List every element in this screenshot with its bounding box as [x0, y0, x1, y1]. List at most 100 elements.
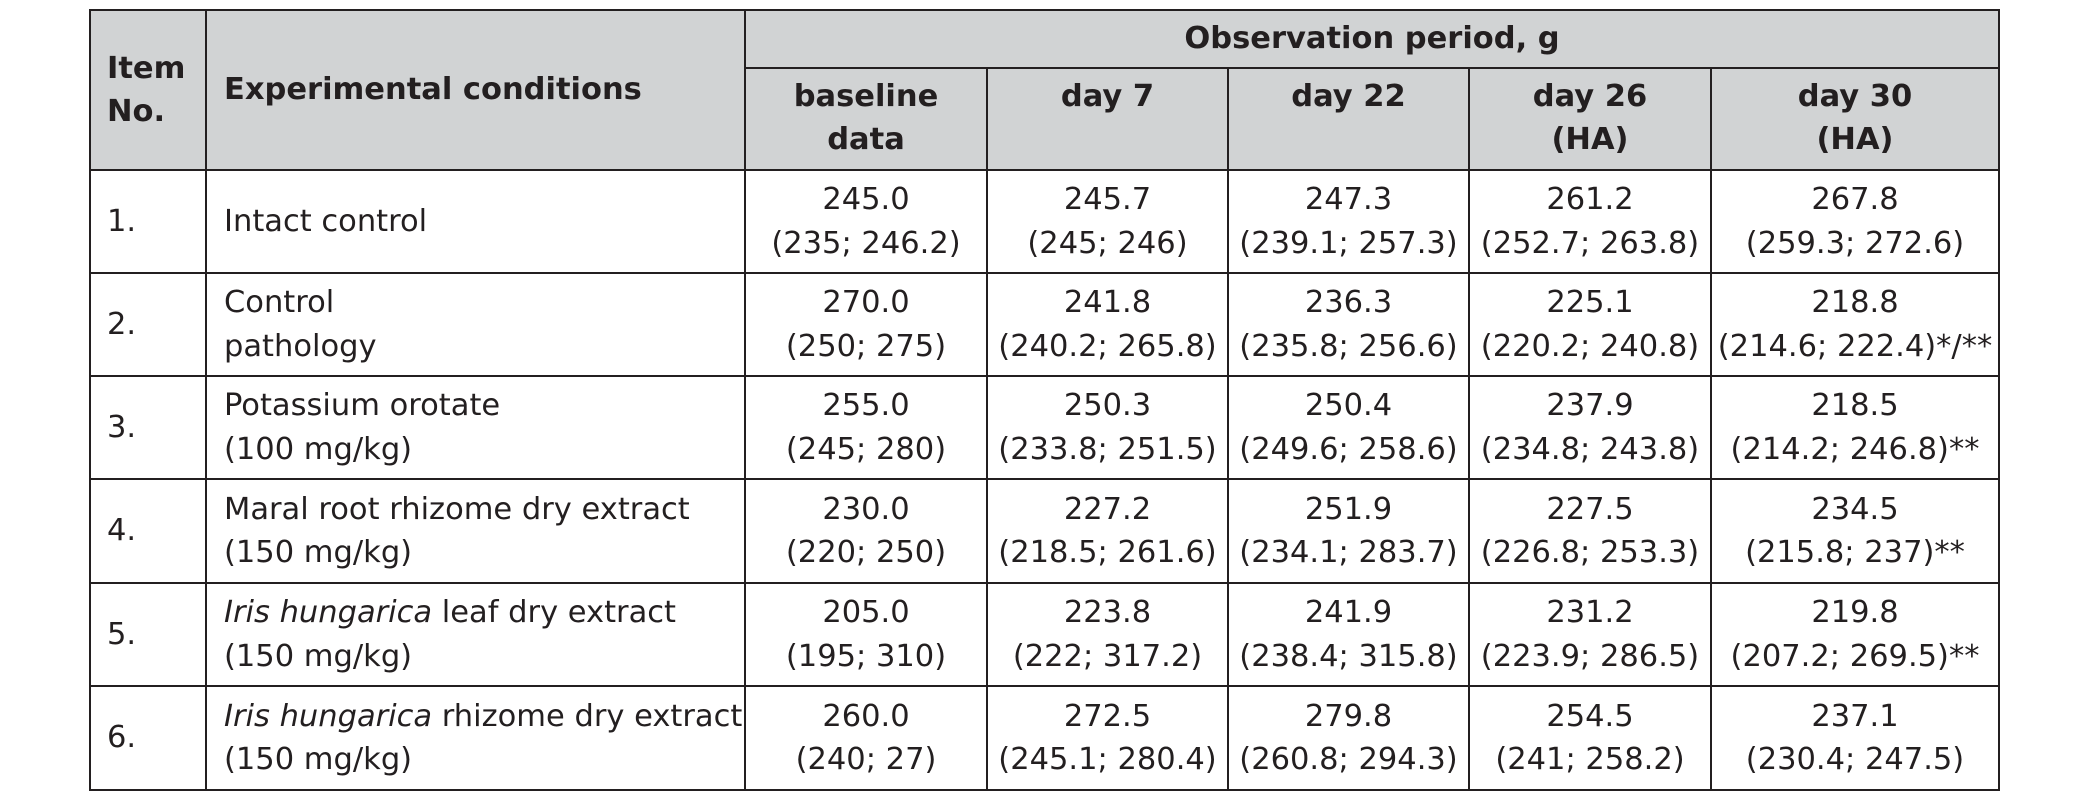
interquartile-range: (240; 27) [795, 742, 937, 777]
interquartile-range: (234.1; 283.7) [1239, 535, 1458, 570]
header-observation-period: Observation period, g [744, 9, 2000, 69]
row-condition-line2: (150 mg/kg) [224, 638, 413, 674]
interquartile-range: (235.8; 256.6) [1239, 328, 1458, 364]
results-table: Item No. Experimental conditions Observa… [89, 9, 2000, 791]
median-value: 218.8 [1811, 285, 1899, 321]
interquartile-range: (222; 317.2) [1012, 638, 1203, 674]
median-value: 241.8 [1063, 285, 1152, 321]
header-item-no-line2: No. [107, 94, 166, 129]
table-row: 5. Iris hungarica leaf dry extract (150 mg… [89, 582, 2000, 687]
median-value: 254.5 [1546, 698, 1634, 734]
interquartile-range: (220; 250) [785, 535, 947, 570]
interquartile-range: (235; 246.2) [771, 225, 961, 261]
median-value: 267.8 [1811, 182, 1899, 218]
header-col-0-line1: baseline [793, 79, 939, 114]
table-header: Item No. Experimental conditions Observa… [89, 9, 2000, 171]
median-value: 261.2 [1546, 182, 1634, 218]
row-condition-line1: Potassium orotate [224, 384, 744, 427]
interquartile-range: (214.2; 246.8)** [1730, 431, 1980, 467]
row-condition-species: Iris hungarica [224, 595, 433, 631]
row-condition: Maral root rhizome dry extract (150 mg/kg… [205, 478, 746, 584]
table-row: 2. Control pathology 270.0 (250; 275) 241.8 (2… [89, 272, 2000, 377]
header-conditions: Experimental conditions [205, 9, 746, 171]
row-condition-line1: Iris hungarica leaf dry extract [224, 591, 744, 634]
row-value-cell: 255.0 (245; 280) [744, 375, 988, 480]
median-value: 219.8 [1811, 595, 1899, 631]
interquartile-range: (214.6; 222.4)*/** [1717, 328, 1993, 364]
interquartile-range: (245; 246) [1027, 225, 1188, 261]
row-value-cell: 218.8 (214.6; 222.4)*/** [1710, 272, 2000, 377]
table-row: 1. Intact control 245.0 (235; 246.2) 245.7 (2… [89, 169, 2000, 274]
header-col-2-line1: day 22 [1291, 79, 1406, 114]
median-value: 237.9 [1546, 388, 1634, 424]
row-value-cell: 227.2 (218.5; 261.6) [986, 478, 1229, 584]
row-value-cell: 237.9 (234.8; 243.8) [1468, 375, 1712, 480]
median-value: 245.7 [1063, 182, 1152, 218]
header-item-no-line1: Item [107, 50, 186, 86]
interquartile-range: (230.4; 247.5) [1745, 742, 1965, 777]
table-row: 6. Iris hungarica rhizome dry extract (150… [89, 685, 2000, 791]
row-value-cell: 247.3 (239.1; 257.3) [1227, 169, 1470, 274]
row-condition-line1: Intact control [224, 200, 744, 243]
median-value: 270.0 [822, 285, 910, 321]
header-row-top: Item No. Experimental conditions Observa… [89, 9, 2000, 171]
row-item-no: 3. [89, 375, 207, 480]
row-item-no: 6. [89, 685, 207, 791]
row-value-cell: 234.5 (215.8; 237)** [1710, 478, 2000, 584]
header-col-4-line2: (HA) [1816, 122, 1894, 158]
interquartile-range: (234.8; 243.8) [1480, 431, 1700, 467]
row-value-cell: 236.3 (235.8; 256.6) [1227, 272, 1470, 377]
row-condition: Intact control [205, 169, 746, 274]
interquartile-range: (215.8; 237)** [1745, 535, 1965, 570]
median-value: 250.3 [1063, 388, 1152, 424]
median-value: 260.0 [822, 698, 910, 734]
row-condition-text: Potassium orotate [224, 388, 501, 424]
median-value: 251.9 [1304, 491, 1393, 527]
row-value-cell: 241.9 (238.4; 315.8) [1227, 582, 1470, 687]
row-condition-line2: (150 mg/kg) [224, 742, 413, 777]
interquartile-range: (245.1; 280.4) [998, 742, 1217, 777]
header-col-4-line1: day 30 [1797, 79, 1913, 114]
header-col-3-line2: (HA) [1551, 122, 1629, 158]
row-condition: Potassium orotate (100 mg/kg) [205, 375, 746, 480]
median-value: 247.3 [1304, 182, 1393, 218]
interquartile-range: (223.9; 286.5) [1480, 638, 1700, 674]
row-value-cell: 225.1 (220.2; 240.8) [1468, 272, 1712, 377]
median-value: 234.5 [1811, 491, 1899, 527]
row-value-cell: 270.0 (250; 275) [744, 272, 988, 377]
row-value-cell: 223.8 (222; 317.2) [986, 582, 1229, 687]
row-condition: Iris hungarica rhizome dry extract (150 m… [205, 685, 746, 791]
median-value: 241.9 [1304, 595, 1393, 631]
row-condition-text: Maral root rhizome dry extract [224, 491, 690, 527]
row-value-cell: 245.7 (245; 246) [986, 169, 1229, 274]
row-condition-text: leaf dry extract [432, 595, 677, 631]
row-value-cell: 218.5 (214.2; 246.8)** [1710, 375, 2000, 480]
row-value-cell: 227.5 (226.8; 253.3) [1468, 478, 1712, 584]
interquartile-range: (241; 258.2) [1495, 742, 1685, 777]
header-col-0-line2: data [827, 122, 905, 158]
median-value: 279.8 [1304, 698, 1393, 734]
interquartile-range: (250; 275) [785, 328, 947, 364]
row-condition-species: Iris hungarica [224, 698, 433, 734]
median-value: 250.4 [1304, 388, 1393, 424]
header-item-no: Item No. [89, 9, 207, 171]
header-col-3-line1: day 26 [1532, 79, 1648, 114]
median-value: 231.2 [1546, 595, 1634, 631]
median-value: 227.5 [1546, 491, 1634, 527]
row-condition-text: Intact control [224, 203, 428, 239]
row-item-no: 2. [89, 272, 207, 377]
row-value-cell: 230.0 (220; 250) [744, 478, 988, 584]
interquartile-range: (195; 310) [785, 638, 947, 674]
median-value: 225.1 [1546, 285, 1634, 321]
row-value-cell: 237.1 (230.4; 247.5) [1710, 685, 2000, 791]
row-item-no: 5. [89, 582, 207, 687]
interquartile-range: (260.8; 294.3) [1239, 742, 1458, 777]
row-condition-text: Control [224, 285, 335, 321]
interquartile-range: (240.2; 265.8) [998, 328, 1217, 364]
interquartile-range: (218.5; 261.6) [998, 535, 1217, 570]
median-value: 227.2 [1063, 491, 1152, 527]
row-value-cell: 251.9 (234.1; 283.7) [1227, 478, 1470, 584]
header-col-1: day 7 [986, 67, 1229, 171]
median-value: 230.0 [822, 491, 910, 527]
row-item-no: 4. [89, 478, 207, 584]
